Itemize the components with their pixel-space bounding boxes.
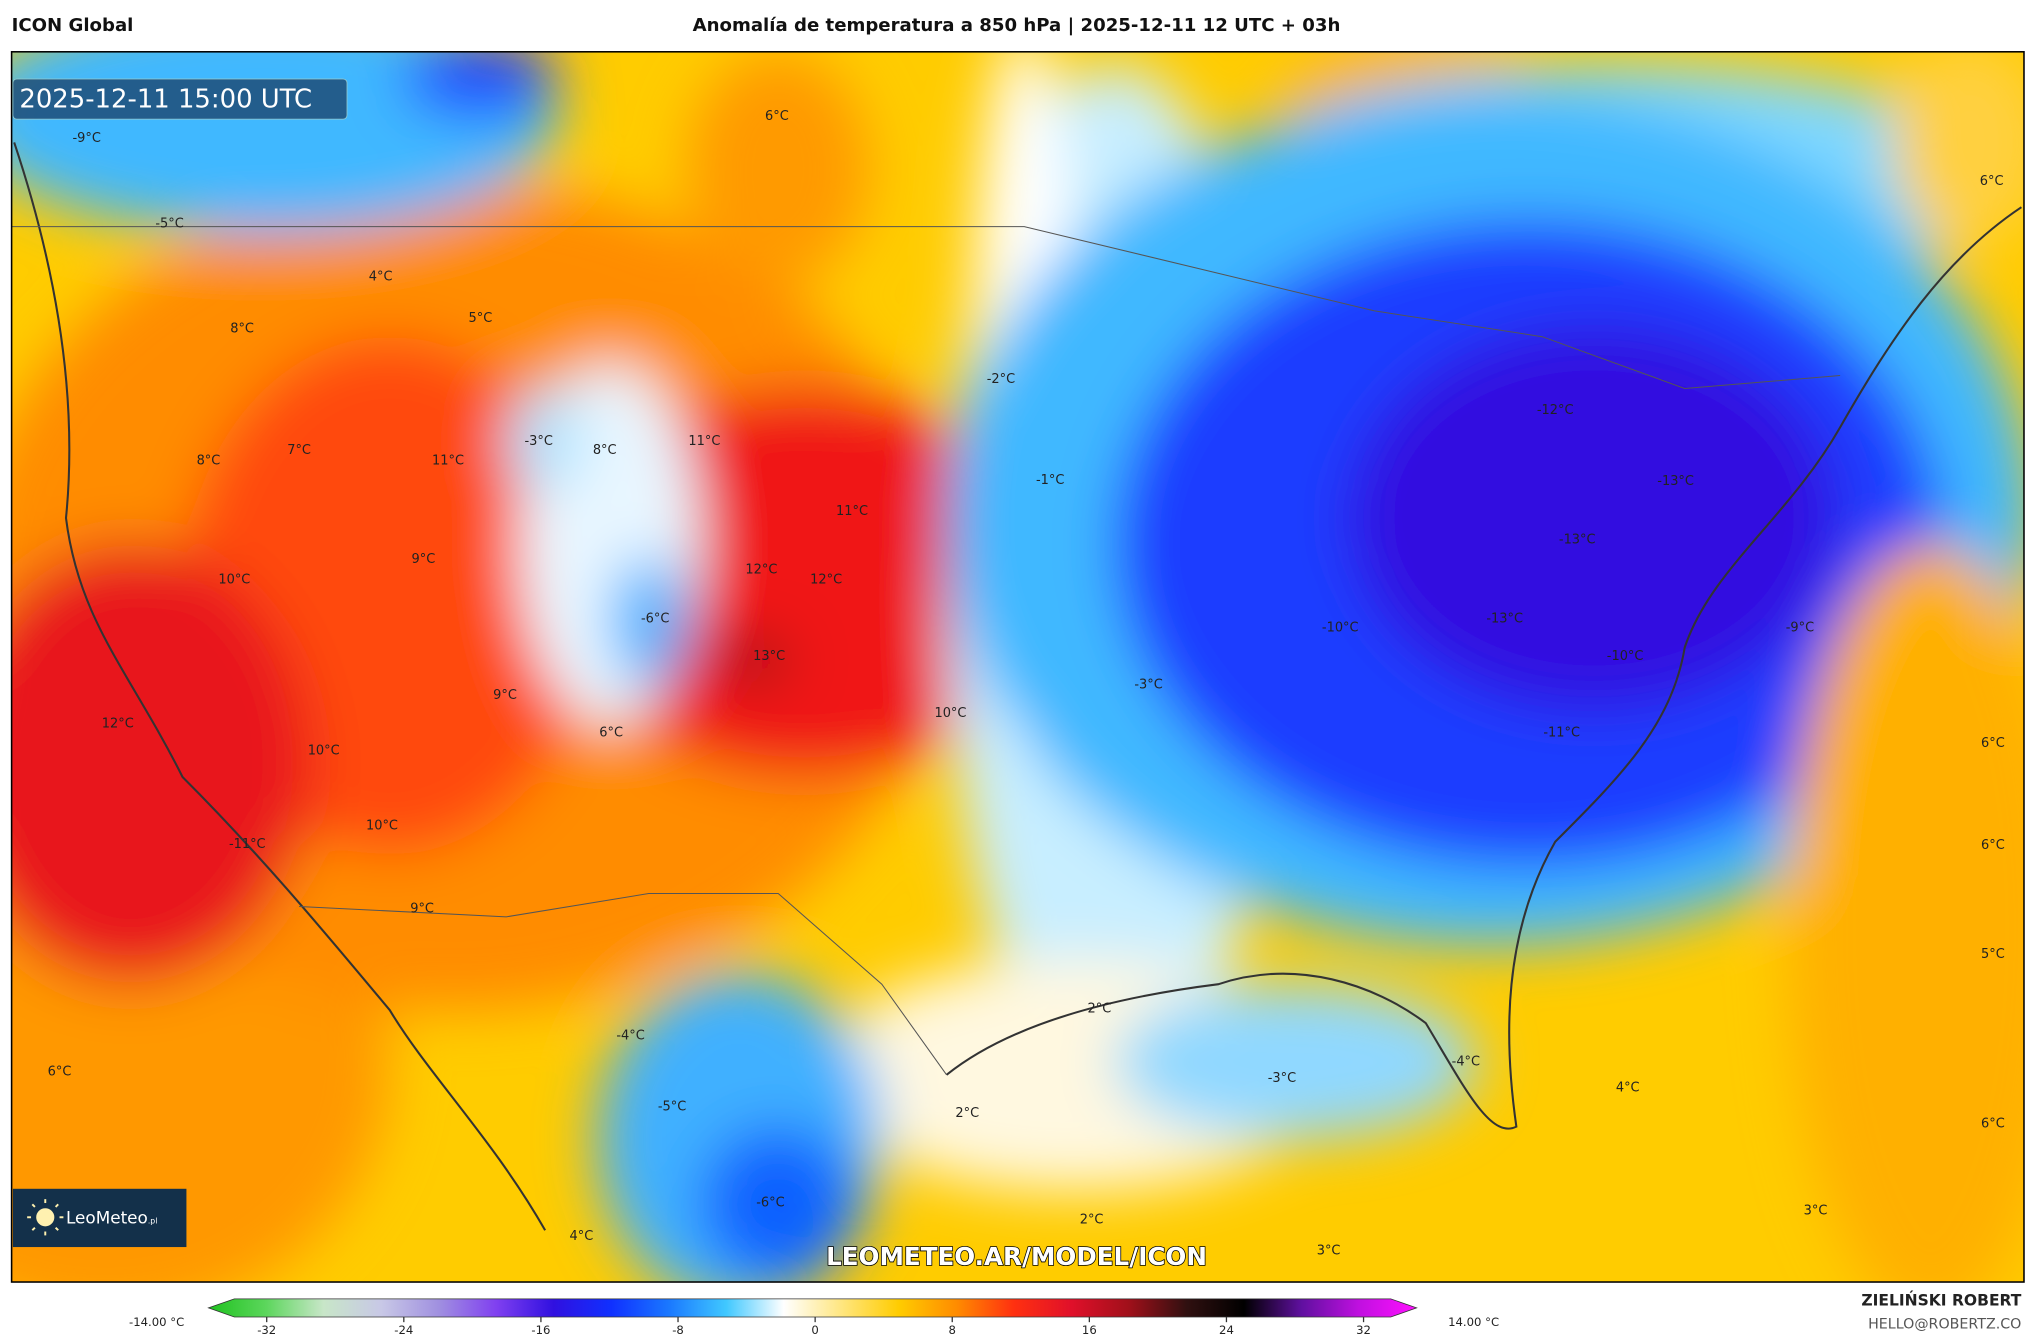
contour-label: 10°C xyxy=(308,744,340,759)
colorbar-min-label: -14.00 °C xyxy=(129,1315,184,1329)
contour-label: 4°C xyxy=(1616,1080,1640,1095)
valid-time-badge: 2025-12-11 15:00 UTC xyxy=(12,78,348,120)
colorbar-tick-label: 8 xyxy=(949,1323,956,1337)
contour-label: -10°C xyxy=(1607,649,1644,664)
contour-label: 11°C xyxy=(688,434,720,449)
contour-label: 6°C xyxy=(1981,736,2005,751)
contour-label: 5°C xyxy=(1981,947,2005,962)
contour-label: -3°C xyxy=(1134,678,1162,693)
contour-label: 10°C xyxy=(218,573,250,588)
borders xyxy=(11,226,1841,1076)
contour-label: 2°C xyxy=(1080,1212,1104,1227)
author-name: ZIELIŃSKI ROBERT xyxy=(1861,1290,2021,1309)
colorbar-bar xyxy=(207,1298,1418,1318)
contour-label: 9°C xyxy=(410,902,434,917)
colorbar-tick-label: -32 xyxy=(257,1323,276,1337)
contour-label: 6°C xyxy=(1981,1117,2005,1132)
colorbar: -14.00 °C -32 -24 -16 -8 0 8 16 24 32 14.00 °C xyxy=(129,1298,1499,1337)
contour-label: 6°C xyxy=(765,109,789,124)
contour-label: 10°C xyxy=(934,706,966,721)
contour-label: 3°C xyxy=(1804,1203,1828,1218)
contour-label: 5°C xyxy=(469,311,493,326)
contour-label: 7°C xyxy=(287,443,311,458)
map-frame xyxy=(10,51,2025,1283)
sun-rays-icon xyxy=(27,1199,64,1236)
coastline xyxy=(13,142,2022,1231)
sun-icon xyxy=(36,1208,55,1227)
contour-label: -11°C xyxy=(1543,725,1580,740)
colorbar-tick-label: 32 xyxy=(1356,1323,1371,1337)
model-name: ICON Global xyxy=(12,15,134,36)
contour-label: 11°C xyxy=(836,504,868,519)
contour-label: 2°C xyxy=(1088,1001,1112,1016)
colorbar-tick-label: 0 xyxy=(811,1323,818,1337)
contour-label: 9°C xyxy=(493,688,517,703)
contour-label: 12°C xyxy=(810,573,842,588)
contour-label: -2°C xyxy=(987,372,1015,387)
contour-label: 12°C xyxy=(102,716,134,731)
logo-text: LeoMeteo xyxy=(66,1208,148,1228)
contour-label: -3°C xyxy=(524,434,552,449)
colorbar-max-label: 14.00 °C xyxy=(1448,1315,1499,1329)
contour-label: 12°C xyxy=(745,562,777,577)
contour-label: -12°C xyxy=(1537,403,1574,418)
contour-label: -4°C xyxy=(616,1028,644,1043)
colorbar-tick-label: -8 xyxy=(672,1323,684,1337)
watermark: LEOMETEO.AR/MODEL/ICON xyxy=(826,1242,1207,1271)
contour-label: -5°C xyxy=(658,1100,686,1115)
contour-label: -4°C xyxy=(1452,1054,1480,1069)
contour-label: -13°C xyxy=(1657,474,1694,489)
author-email: HELLO@ROBERTZ.CO xyxy=(1868,1317,2021,1333)
logo-suffix: .pl xyxy=(148,1217,158,1226)
contour-label: 9°C xyxy=(412,552,436,567)
contour-label: 8°C xyxy=(230,321,254,336)
contour-label: -1°C xyxy=(1036,473,1064,488)
contour-label: -6°C xyxy=(641,611,669,626)
leometeo-logo: LeoMeteo.pl xyxy=(12,1188,187,1248)
contour-label: 13°C xyxy=(753,649,785,664)
svg-text:LeoMeteo.pl: LeoMeteo.pl xyxy=(66,1208,157,1228)
contour-label: 11°C xyxy=(432,454,464,469)
contour-label: -10°C xyxy=(1322,621,1359,636)
colorbar-tick-label: -16 xyxy=(531,1323,550,1337)
contour-label: -6°C xyxy=(756,1196,784,1211)
colorbar-tick-label: -24 xyxy=(394,1323,413,1337)
contour-label: -13°C xyxy=(1559,533,1596,548)
valid-time: 2025-12-11 15:00 UTC xyxy=(19,84,312,114)
contour-labels: -9°C -5°C 6°C 4°C 5°C 8°C 8°C 7°C 11°C -3°C 8°C 11°… xyxy=(48,109,2005,1258)
contour-label: -9°C xyxy=(73,131,101,146)
contour-label: -11°C xyxy=(229,837,266,852)
colorbar-tick-label: 24 xyxy=(1219,1323,1234,1337)
contour-label: 6°C xyxy=(599,725,623,740)
contour-label: 8°C xyxy=(197,454,221,469)
contour-label: -9°C xyxy=(1786,621,1814,636)
contour-label: 6°C xyxy=(48,1065,72,1080)
contour-label: 6°C xyxy=(1981,838,2005,853)
contour-label: -3°C xyxy=(1268,1071,1296,1086)
contour-label: 2°C xyxy=(955,1106,979,1121)
contour-label: -13°C xyxy=(1486,611,1523,626)
contour-label: 4°C xyxy=(369,270,393,285)
contour-label: -5°C xyxy=(155,217,183,232)
contour-label: 6°C xyxy=(1980,174,2004,189)
colorbar-tick-label: 16 xyxy=(1082,1323,1097,1337)
contour-label: 3°C xyxy=(1317,1243,1341,1258)
contour-label: 8°C xyxy=(593,443,617,458)
chart-title: Anomalía de temperatura a 850 hPa | 2025… xyxy=(693,15,1341,36)
contour-label: 10°C xyxy=(366,819,398,834)
contour-label: 4°C xyxy=(570,1229,594,1244)
